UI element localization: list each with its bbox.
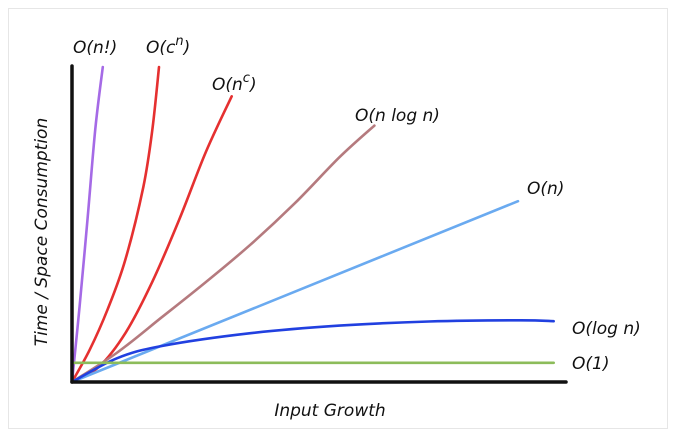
label-o-nlogn: O(n log n): [355, 106, 440, 126]
label-o-exponential-sup: n: [175, 34, 183, 49]
label-o-polynomial-base: O(n: [212, 75, 243, 95]
series-logarithmic: [70, 318, 555, 384]
series-exponential: [70, 65, 161, 384]
label-o-factorial: O(n!): [73, 38, 117, 58]
label-o-constant: O(1): [572, 354, 609, 374]
label-o-exponential-close: ): [182, 38, 191, 58]
label-o-polynomial: O(nc): [212, 71, 257, 95]
label-o-linear: O(n): [527, 179, 564, 199]
label-o-exponential-base: O(c: [146, 38, 176, 58]
series-group: [70, 65, 555, 384]
label-o-logarithmic: O(log n): [572, 319, 641, 339]
series-nlogn: [70, 124, 376, 384]
series-factorial: [70, 65, 105, 384]
label-o-exponential: O(cn): [146, 34, 190, 58]
x-axis-label: Input Growth: [274, 401, 385, 421]
label-o-polynomial-close: ): [248, 75, 257, 95]
label-o-polynomial-sup: c: [243, 71, 250, 86]
series-linear: [70, 199, 520, 384]
y-axis-label: Time / Space Consumption: [32, 118, 52, 346]
